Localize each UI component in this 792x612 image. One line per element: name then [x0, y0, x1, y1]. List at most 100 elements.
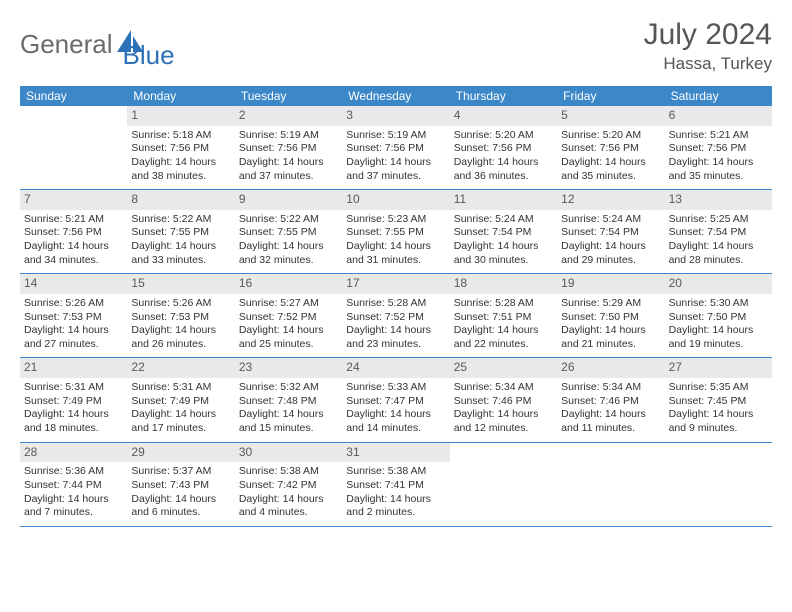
sunset-line: Sunset: 7:41 PM — [346, 479, 445, 493]
day-cell: 3Sunrise: 5:19 AMSunset: 7:56 PMDaylight… — [342, 106, 449, 189]
day-header: Tuesday — [235, 86, 342, 106]
sunrise-line: Sunrise: 5:38 AM — [346, 465, 445, 479]
sunset-line: Sunset: 7:42 PM — [239, 479, 338, 493]
sunrise-line: Sunrise: 5:24 AM — [561, 213, 660, 227]
sunrise-line: Sunrise: 5:28 AM — [346, 297, 445, 311]
sunset-line: Sunset: 7:56 PM — [24, 226, 123, 240]
daylight-line: Daylight: 14 hours and 19 minutes. — [669, 324, 768, 351]
day-cell: 18Sunrise: 5:28 AMSunset: 7:51 PMDayligh… — [450, 274, 557, 357]
day-number: 24 — [342, 358, 449, 378]
daylight-line: Daylight: 14 hours and 9 minutes. — [669, 408, 768, 435]
title-block: July 2024 Hassa, Turkey — [644, 18, 772, 74]
day-number: 25 — [450, 358, 557, 378]
sunrise-line: Sunrise: 5:22 AM — [131, 213, 230, 227]
sunset-line: Sunset: 7:56 PM — [131, 142, 230, 156]
location: Hassa, Turkey — [644, 54, 772, 74]
day-cell: 1Sunrise: 5:18 AMSunset: 7:56 PMDaylight… — [127, 106, 234, 189]
daylight-line: Daylight: 14 hours and 31 minutes. — [346, 240, 445, 267]
day-cell: 8Sunrise: 5:22 AMSunset: 7:55 PMDaylight… — [127, 190, 234, 273]
day-number: 14 — [20, 274, 127, 294]
week-row: 7Sunrise: 5:21 AMSunset: 7:56 PMDaylight… — [20, 190, 772, 274]
sunrise-line: Sunrise: 5:19 AM — [239, 129, 338, 143]
sunrise-line: Sunrise: 5:23 AM — [346, 213, 445, 227]
daylight-line: Daylight: 14 hours and 35 minutes. — [669, 156, 768, 183]
day-number: 23 — [235, 358, 342, 378]
sunrise-line: Sunrise: 5:36 AM — [24, 465, 123, 479]
weeks-container: 1Sunrise: 5:18 AMSunset: 7:56 PMDaylight… — [20, 106, 772, 527]
day-cell: 2Sunrise: 5:19 AMSunset: 7:56 PMDaylight… — [235, 106, 342, 189]
day-header-row: SundayMondayTuesdayWednesdayThursdayFrid… — [20, 86, 772, 106]
day-number: 21 — [20, 358, 127, 378]
day-cell: 30Sunrise: 5:38 AMSunset: 7:42 PMDayligh… — [235, 443, 342, 526]
day-number: 10 — [342, 190, 449, 210]
sunrise-line: Sunrise: 5:31 AM — [24, 381, 123, 395]
day-cell: 24 Sunrise: 5:33 AMSunset: 7:47 PMDayligh… — [342, 358, 449, 441]
daylight-line: Daylight: 14 hours and 28 minutes. — [669, 240, 768, 267]
daylight-line: Daylight: 14 hours and 27 minutes. — [24, 324, 123, 351]
sunset-line: Sunset: 7:48 PM — [239, 395, 338, 409]
day-cell: 22Sunrise: 5:31 AMSunset: 7:49 PMDayligh… — [127, 358, 234, 441]
sunrise-line: Sunrise: 5:29 AM — [561, 297, 660, 311]
day-number: 6 — [665, 106, 772, 126]
day-number: 17 — [342, 274, 449, 294]
day-cell — [557, 443, 664, 526]
day-cell: 12Sunrise: 5:24 AMSunset: 7:54 PMDayligh… — [557, 190, 664, 273]
daylight-line: Daylight: 14 hours and 38 minutes. — [131, 156, 230, 183]
sunrise-line: Sunrise: 5:22 AM — [239, 213, 338, 227]
sunset-line: Sunset: 7:53 PM — [24, 311, 123, 325]
day-cell: 10 Sunrise: 5:23 AMSunset: 7:55 PMDayligh… — [342, 190, 449, 273]
daylight-line: Daylight: 14 hours and 14 minutes. — [346, 408, 445, 435]
day-cell: 20Sunrise: 5:30 AMSunset: 7:50 PMDayligh… — [665, 274, 772, 357]
calendar: SundayMondayTuesdayWednesdayThursdayFrid… — [20, 86, 772, 527]
sunrise-line: Sunrise: 5:34 AM — [454, 381, 553, 395]
sunset-line: Sunset: 7:56 PM — [669, 142, 768, 156]
daylight-line: Daylight: 14 hours and 6 minutes. — [131, 493, 230, 520]
sunset-line: Sunset: 7:55 PM — [346, 226, 445, 240]
sunrise-line: Sunrise: 5:19 AM — [346, 129, 445, 143]
day-cell: 21Sunrise: 5:31 AMSunset: 7:49 PMDayligh… — [20, 358, 127, 441]
day-cell: 9Sunrise: 5:22 AMSunset: 7:55 PMDaylight… — [235, 190, 342, 273]
sunrise-line: Sunrise: 5:26 AM — [131, 297, 230, 311]
daylight-line: Daylight: 14 hours and 15 minutes. — [239, 408, 338, 435]
day-number: 3 — [342, 106, 449, 126]
daylight-line: Daylight: 14 hours and 17 minutes. — [131, 408, 230, 435]
daylight-line: Daylight: 14 hours and 11 minutes. — [561, 408, 660, 435]
sunset-line: Sunset: 7:46 PM — [454, 395, 553, 409]
day-cell — [20, 106, 127, 189]
day-number: 5 — [557, 106, 664, 126]
header: General Blue July 2024 Hassa, Turkey — [20, 18, 772, 74]
sunrise-line: Sunrise: 5:35 AM — [669, 381, 768, 395]
sunrise-line: Sunrise: 5:33 AM — [346, 381, 445, 395]
sunset-line: Sunset: 7:47 PM — [346, 395, 445, 409]
day-number: 19 — [557, 274, 664, 294]
day-number: 22 — [127, 358, 234, 378]
day-cell: 27Sunrise: 5:35 AMSunset: 7:45 PMDayligh… — [665, 358, 772, 441]
month-title: July 2024 — [644, 18, 772, 52]
week-row: 1Sunrise: 5:18 AMSunset: 7:56 PMDaylight… — [20, 106, 772, 190]
sunset-line: Sunset: 7:52 PM — [346, 311, 445, 325]
sunrise-line: Sunrise: 5:25 AM — [669, 213, 768, 227]
sunset-line: Sunset: 7:56 PM — [561, 142, 660, 156]
day-header: Thursday — [450, 86, 557, 106]
day-number: 31 — [342, 443, 449, 463]
day-number: 16 — [235, 274, 342, 294]
sunset-line: Sunset: 7:54 PM — [454, 226, 553, 240]
sunrise-line: Sunrise: 5:27 AM — [239, 297, 338, 311]
day-cell: 16Sunrise: 5:27 AMSunset: 7:52 PMDayligh… — [235, 274, 342, 357]
day-cell: 31Sunrise: 5:38 AMSunset: 7:41 PMDayligh… — [342, 443, 449, 526]
day-cell: 4Sunrise: 5:20 AMSunset: 7:56 PMDaylight… — [450, 106, 557, 189]
day-cell: 7Sunrise: 5:21 AMSunset: 7:56 PMDaylight… — [20, 190, 127, 273]
daylight-line: Daylight: 14 hours and 22 minutes. — [454, 324, 553, 351]
logo-text-general: General — [20, 29, 113, 60]
daylight-line: Daylight: 14 hours and 29 minutes. — [561, 240, 660, 267]
sunrise-line: Sunrise: 5:26 AM — [24, 297, 123, 311]
daylight-line: Daylight: 14 hours and 37 minutes. — [239, 156, 338, 183]
sunset-line: Sunset: 7:56 PM — [346, 142, 445, 156]
sunset-line: Sunset: 7:51 PM — [454, 311, 553, 325]
day-number: 30 — [235, 443, 342, 463]
day-cell — [665, 443, 772, 526]
sunset-line: Sunset: 7:46 PM — [561, 395, 660, 409]
sunset-line: Sunset: 7:55 PM — [239, 226, 338, 240]
day-cell — [450, 443, 557, 526]
sunrise-line: Sunrise: 5:38 AM — [239, 465, 338, 479]
